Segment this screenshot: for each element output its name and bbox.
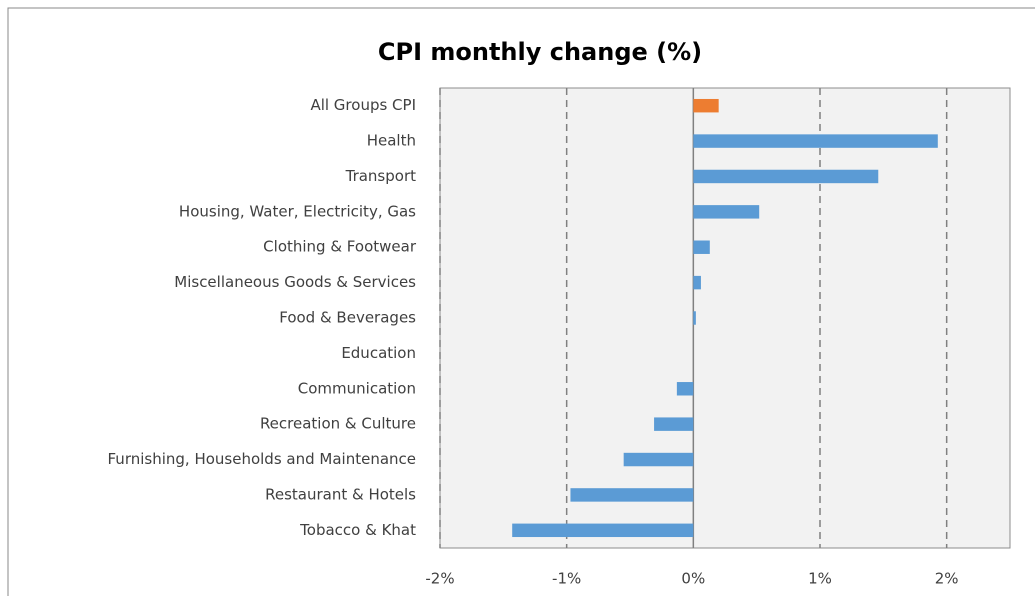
bar [693,311,696,325]
bar [693,134,938,148]
bar [693,205,760,219]
x-tick-label: 2% [935,570,959,588]
y-tick-label: Miscellaneous Goods & Services [174,273,416,291]
y-tick-label: Restaurant & Hotels [265,485,416,503]
y-tick-label: Recreation & Culture [260,415,416,433]
bar [693,98,719,113]
y-tick-label: Furnishing, Households and Maintenance [108,450,417,468]
bar [693,275,701,290]
plot-area [439,87,1011,549]
x-tick-label: -1% [552,570,581,588]
y-tick-label: Tobacco & Khat [299,521,416,539]
y-tick-label: Education [341,344,416,362]
y-tick-label: Food & Beverages [279,309,416,327]
y-tick-label: Clothing & Footwear [263,238,417,256]
bar [693,169,879,184]
x-tick-label: 0% [681,570,705,588]
y-tick-label: Communication [298,379,416,397]
x-tick-label: -2% [425,570,454,588]
bar [654,417,694,431]
chart-title: CPI monthly change (%) [378,38,702,66]
y-tick-label: All Groups CPI [310,96,416,114]
y-tick-label: Health [367,132,416,150]
bar [693,240,710,254]
x-tick-label: 1% [808,570,832,588]
y-tick-label: Housing, Water, Electricity, Gas [179,202,416,220]
bar [676,382,694,396]
bar [570,488,694,502]
bar [623,452,694,467]
bar [512,523,694,538]
y-tick-label: Transport [345,167,417,185]
